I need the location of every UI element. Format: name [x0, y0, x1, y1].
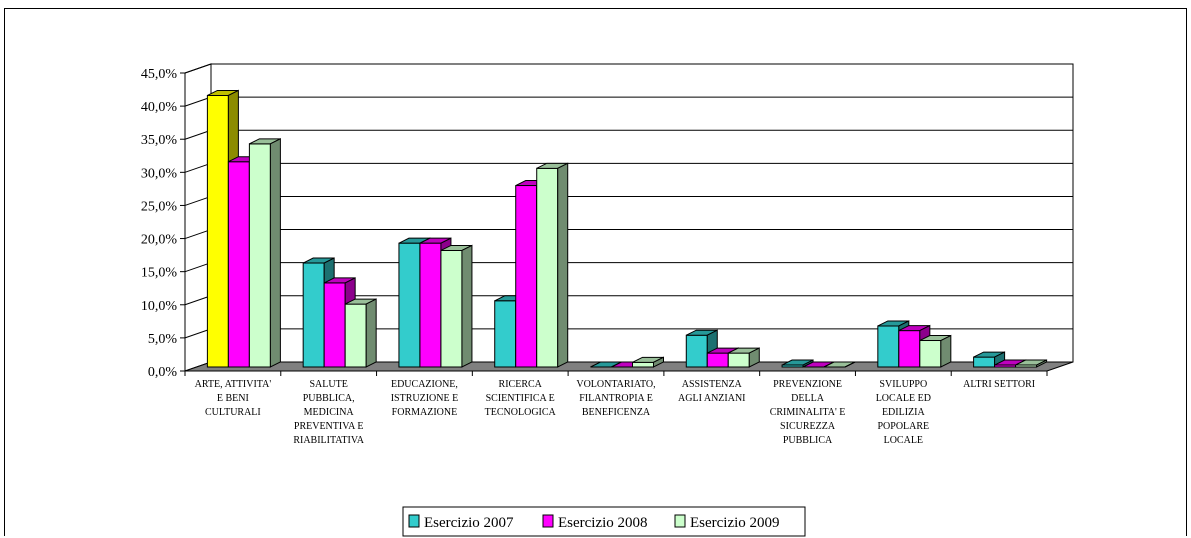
- grid-line: [184, 129, 212, 140]
- bar-2-3: [536, 162, 569, 368]
- x-tick-label: SALUTE PUBBLICA, MEDICINA PREVENTIVA E RIABI…: [293, 379, 364, 446]
- grid-line: [184, 162, 212, 173]
- legend-swatch: [408, 514, 420, 528]
- y-tick-label: 45,0%: [141, 67, 178, 82]
- grid-line: [184, 262, 212, 273]
- bar-2-8: [1015, 359, 1048, 368]
- bar-2-7: [919, 334, 952, 368]
- legend-box: [402, 506, 806, 537]
- x-tick-label: SVILUPPO LOCALE ED EDILIZIA POPOLARE LOCALE: [876, 379, 931, 446]
- x-tick-label: RICERCA SCIENTIFICA E TECNOLOGICA: [485, 379, 557, 418]
- bar-0-5: [685, 329, 718, 368]
- grid-line: [184, 328, 212, 339]
- y-tick-label: 30,0%: [141, 166, 178, 181]
- bar-2-5: [727, 347, 760, 368]
- x-tick-label: VOLONTARIATO, FILANTROPIA E BENEFICENZA: [576, 379, 655, 418]
- legend-swatch: [542, 514, 554, 528]
- y-tick-label: 35,0%: [141, 133, 178, 148]
- grid-line: [184, 96, 212, 107]
- y-tick-label: 15,0%: [141, 266, 178, 281]
- grid-line: [184, 195, 212, 206]
- x-tick-label: ARTE, ATTIVITA' E BENI CULTURALI: [195, 379, 272, 418]
- bar-0-8: [973, 351, 1006, 368]
- legend: Esercizio 2007 Esercizio 2008 Esercizio 20…: [402, 506, 806, 537]
- grid-line: [184, 229, 212, 240]
- bar-chart: 0,0% 5,0% 10,0% 15,0% 20,0% 25,0% 30,0% 35,0% 40…: [141, 63, 1074, 537]
- x-tick-label: PREVENZIONE DELLA CRIMINALITA' E SICUREZZA P…: [770, 379, 846, 446]
- y-tick-label: 40,0%: [141, 100, 178, 115]
- y-tick-label: 25,0%: [141, 199, 178, 214]
- y-tick-label: 5,0%: [148, 332, 178, 347]
- y-axis: 0,0% 5,0% 10,0% 15,0% 20,0% 25,0% 30,0% 35,0% 40…: [141, 67, 186, 380]
- legend-label: Esercizio 2007: [424, 515, 514, 531]
- grid-line: [184, 295, 212, 306]
- bar-2-0: [248, 138, 281, 368]
- x-tick-label: ASSISTENZA AGLI ANZIANI: [678, 379, 746, 404]
- bar-2-6: [823, 361, 856, 368]
- x-tick-label: EDUCAZIONE, ISTRUZIONE E FORMAZIONE: [391, 379, 459, 418]
- legend-label: Esercizio 2009: [690, 515, 780, 531]
- x-axis-labels: ARTE, ATTIVITA' E BENI CULTURALI SALUTE PUBB…: [184, 371, 1048, 446]
- bar-2-1: [344, 298, 377, 368]
- bar-2-2: [440, 244, 473, 368]
- y-tick-label: 20,0%: [141, 233, 178, 248]
- legend-label: Esercizio 2008: [558, 515, 648, 531]
- y-tick-label: 10,0%: [141, 299, 178, 314]
- legend-swatch: [674, 514, 686, 528]
- chart-frame: 0,0% 5,0% 10,0% 15,0% 20,0% 25,0% 30,0% 35,0% 40…: [4, 8, 1187, 537]
- grid-line: [184, 63, 212, 74]
- bar-2-4: [632, 356, 664, 368]
- bars: [206, 89, 1048, 368]
- y-tick-label: 0,0%: [148, 365, 178, 380]
- x-tick-label: ALTRI SETTORI: [963, 379, 1035, 390]
